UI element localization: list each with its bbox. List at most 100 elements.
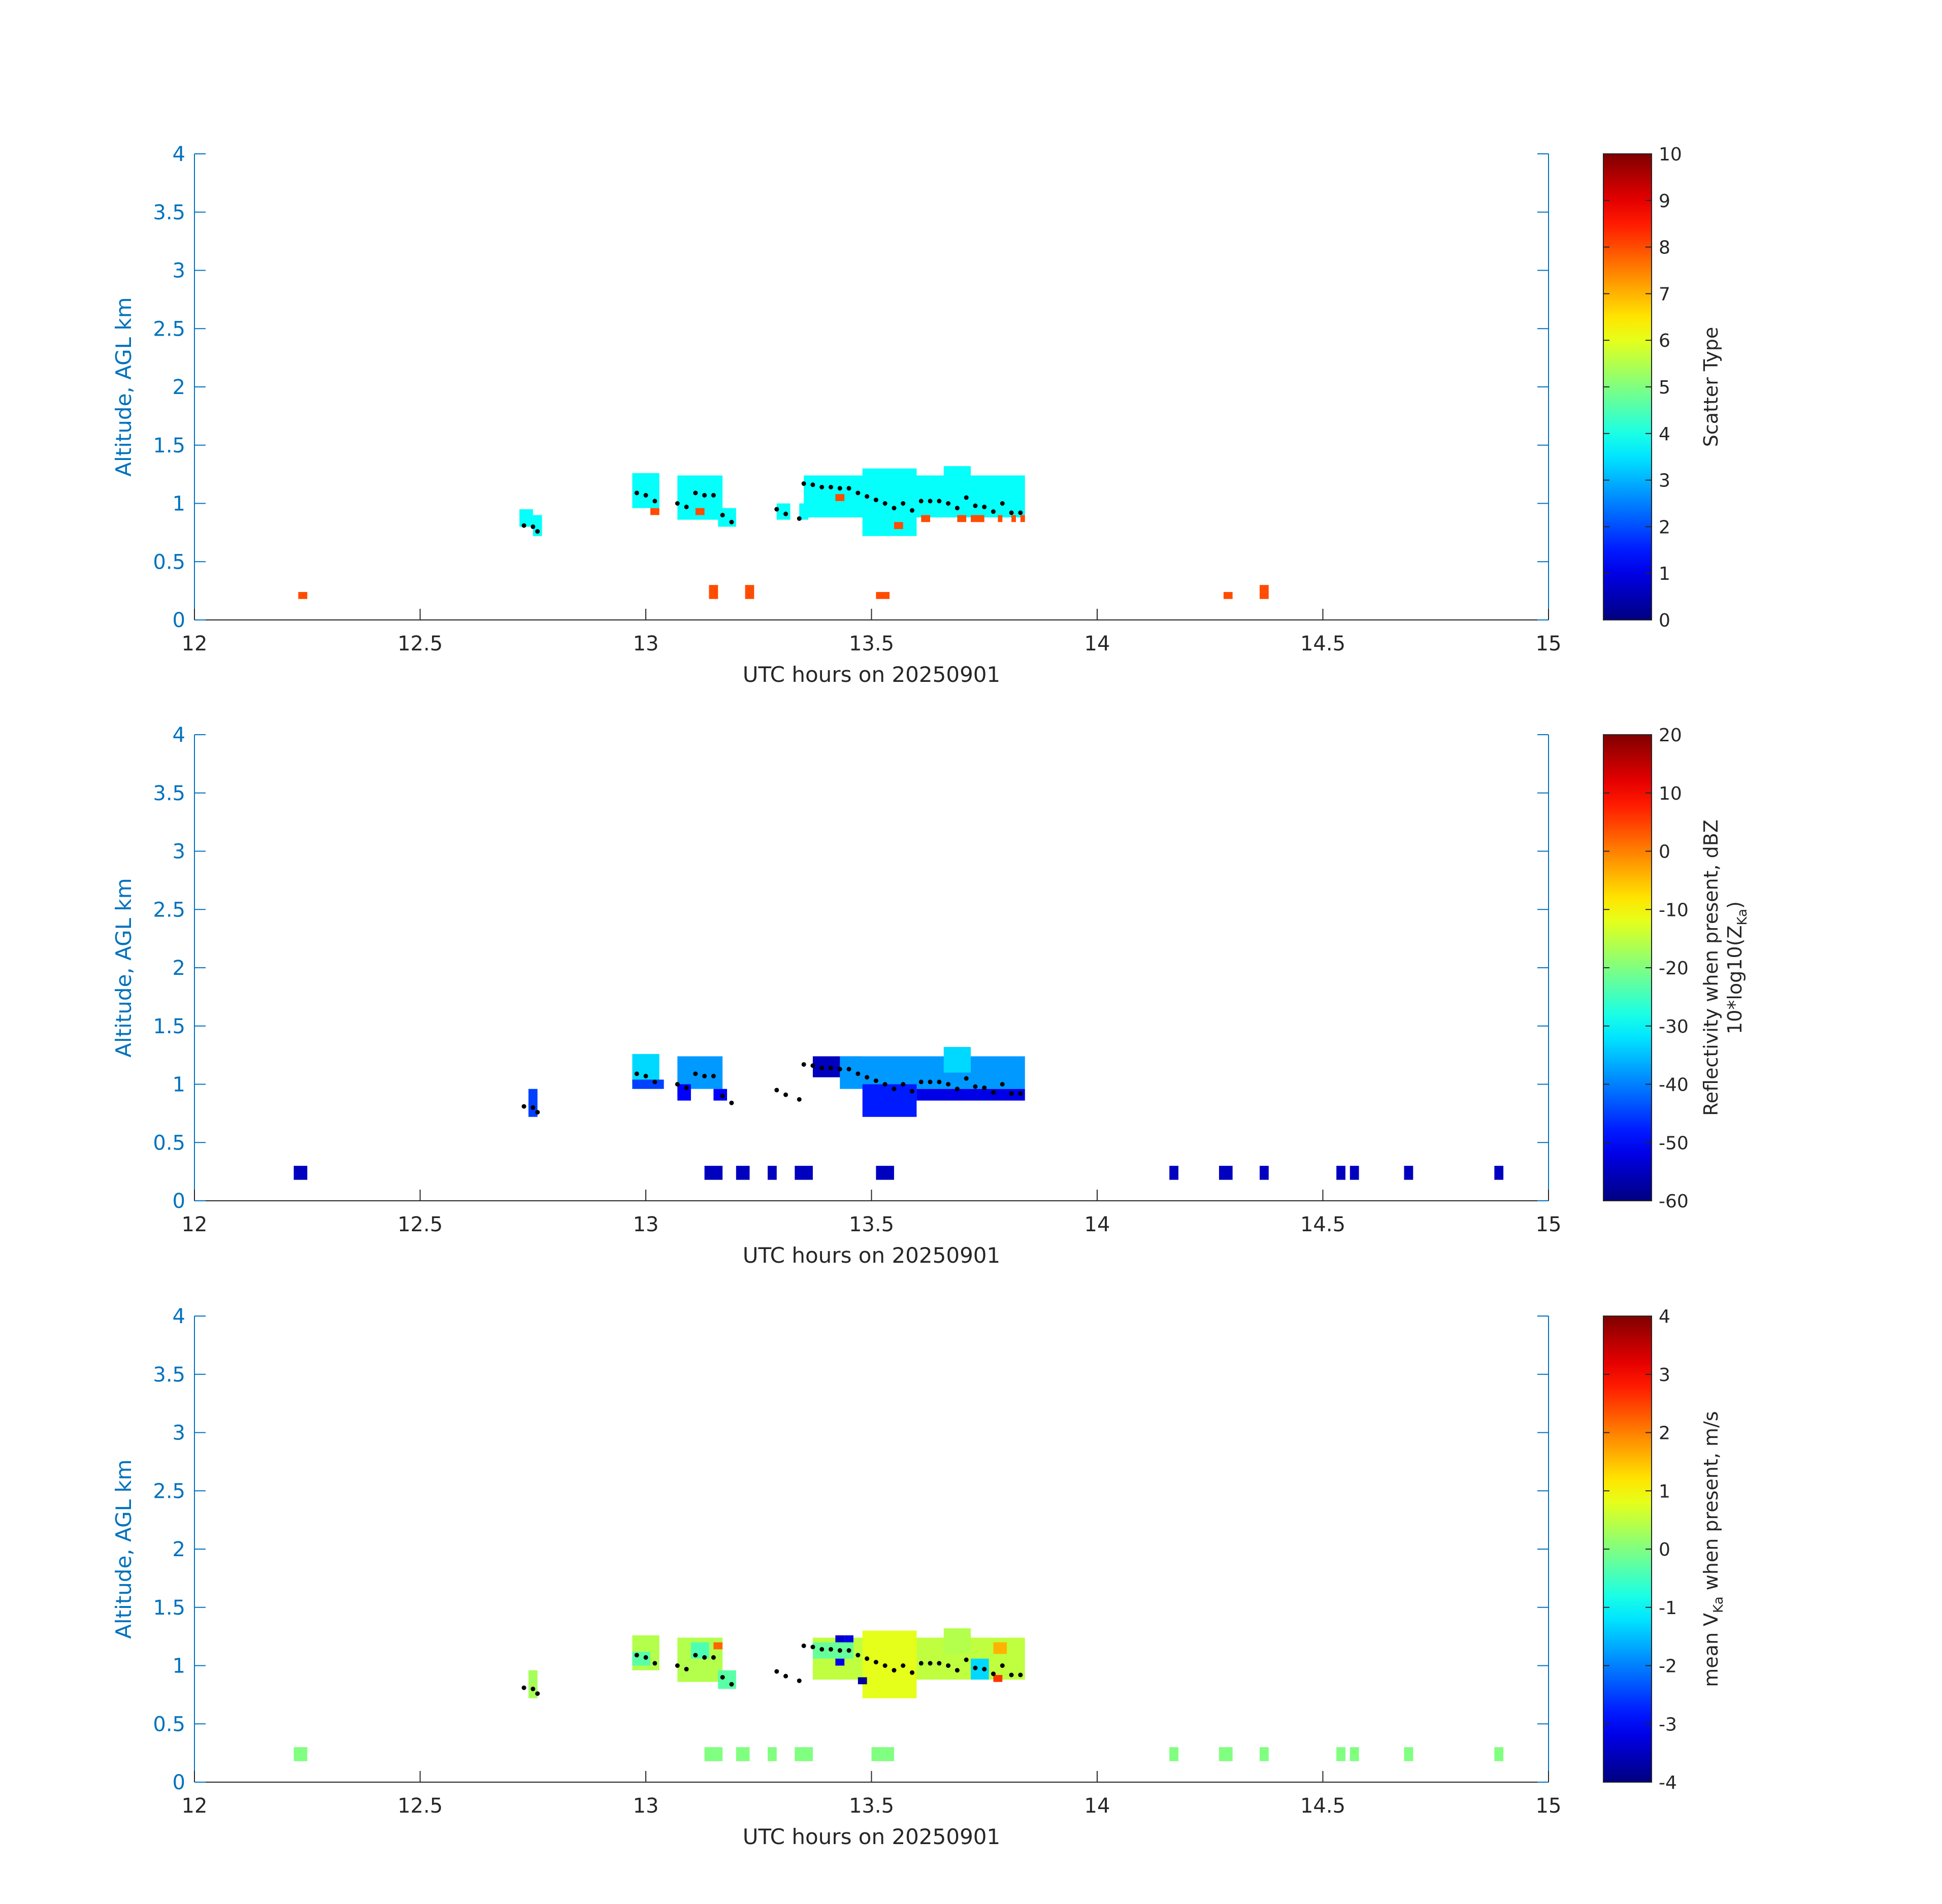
cloud-base-point: [991, 1671, 996, 1677]
heatmap-cell: [650, 508, 660, 515]
cloud-base-point: [964, 495, 969, 500]
cloud-base-point: [901, 501, 906, 506]
colorbar-tick-label: 1: [1659, 564, 1670, 584]
cloud-base-point: [882, 1663, 887, 1668]
heatmap-cell: [835, 1635, 845, 1643]
plot-area: [194, 735, 1549, 1201]
cloud-base-point: [973, 1084, 978, 1089]
heatmap-cell: [528, 1670, 538, 1698]
colorbar: -60 -50 -40 -30 -20 -10 0 10 20 Reflectivity when…: [1603, 725, 1750, 1212]
heatmap-cell: [795, 1166, 813, 1180]
cloud-base-point: [910, 1089, 915, 1094]
cloud-base-point: [729, 1100, 734, 1105]
y-tick-label: 3.5: [153, 201, 185, 224]
heatmap-cell: [533, 515, 542, 536]
x-tick-label: 15: [1536, 632, 1562, 655]
cloud-base-point: [928, 499, 933, 504]
cloud-base-point: [1000, 1663, 1005, 1668]
cloud-base-point: [634, 490, 639, 496]
colorbar-tick-label: 1: [1659, 1481, 1670, 1502]
cloud-base-points: [521, 1062, 1023, 1115]
x-tick-label: 12: [182, 1213, 208, 1236]
y-tick-label: 2: [173, 957, 185, 980]
cloud-base-point: [937, 499, 942, 504]
cloud-base-point: [892, 1087, 897, 1092]
cloud-base-point: [774, 1088, 779, 1093]
cloud-base-point: [901, 1082, 906, 1087]
y-tick-label: 3: [173, 840, 185, 864]
cloud-base-point: [634, 1071, 639, 1076]
cloud-base-point: [774, 507, 779, 512]
cloud-base-point: [684, 1666, 689, 1671]
heatmap-cell: [1494, 1747, 1504, 1761]
cloud-base-point: [1009, 510, 1014, 515]
x-tick-label: 14: [1084, 632, 1110, 655]
heatmap-cells: [293, 1047, 1504, 1180]
heatmap-cell: [844, 1635, 853, 1643]
cloud-base-point: [973, 1665, 978, 1670]
y-tick-label: 1: [173, 1655, 185, 1678]
colorbar-tick-label: 10: [1659, 144, 1682, 165]
x-tick-label: 12.5: [398, 1794, 443, 1818]
cloud-base-point: [873, 498, 878, 503]
heatmap-cell: [957, 515, 967, 522]
y-axis-label: Altitude, AGL km: [111, 297, 136, 476]
heatmap-cell: [1404, 1166, 1413, 1180]
cloud-base-point: [810, 1645, 815, 1650]
heatmap-cell: [677, 1056, 723, 1089]
heatmap-cell: [1349, 1166, 1359, 1180]
colorbar-tick-label: 10: [1659, 783, 1682, 804]
y-tick-label: 1.5: [153, 1015, 185, 1038]
cloud-base-point: [819, 1647, 825, 1652]
y-tick-label: 4: [173, 724, 185, 747]
x-tick-label: 13: [633, 632, 659, 655]
heatmap-cell: [858, 1677, 867, 1685]
cloud-base-point: [819, 1065, 825, 1070]
cloud-base-point: [531, 1105, 536, 1110]
cloud-base-point: [729, 1682, 734, 1687]
x-axis-label: UTC hours on 20250901: [743, 662, 1001, 687]
heatmap-cell: [840, 1056, 1025, 1089]
cloud-base-point: [910, 1670, 915, 1675]
heatmap-cell: [713, 1642, 723, 1650]
heatmap-cell: [718, 1670, 736, 1689]
x-tick-label: 14.5: [1300, 1213, 1345, 1236]
cloud-base-point: [675, 501, 680, 506]
x-axis-label: UTC hours on 20250901: [743, 1824, 1001, 1849]
cloud-base-point: [675, 1082, 680, 1087]
heatmap-cell: [1223, 592, 1233, 599]
cloud-base-point: [855, 1071, 861, 1076]
cloud-base-point: [634, 1653, 639, 1658]
cloud-base-points: [521, 481, 1023, 534]
cloud-base-point: [1018, 510, 1023, 515]
x-tick-label: 14.5: [1300, 1794, 1345, 1818]
colorbar-label-2-main: 10*log10(Z: [1724, 925, 1746, 1034]
heatmap-cell: [1219, 1166, 1233, 1180]
x-tick-label: 13: [633, 1794, 659, 1818]
colorbar-tick-label: -3: [1659, 1714, 1677, 1735]
heatmap-cell: [632, 1079, 664, 1089]
y-tick-label: 3.5: [153, 782, 185, 805]
cloud-base-point: [783, 1092, 788, 1097]
colorbar-tick-label: -30: [1659, 1016, 1689, 1037]
heatmap-cell: [736, 1747, 750, 1761]
colorbar-tick-label: -10: [1659, 900, 1689, 921]
cloud-base-point: [946, 501, 951, 506]
colorbar-tick-label: -60: [1659, 1191, 1689, 1212]
colorbar-gradient: [1603, 735, 1652, 1201]
heatmap-cell: [1260, 1166, 1269, 1180]
heatmap-cell: [894, 522, 903, 529]
heatmap-cell: [709, 585, 718, 599]
heatmap-cell: [736, 1166, 750, 1180]
y-tick-label: 1.5: [153, 1596, 185, 1620]
colorbar-tick-label: 7: [1659, 284, 1670, 305]
heatmap-cell: [862, 1084, 917, 1117]
cloud-base-point: [801, 1643, 806, 1648]
cloud-base-point: [720, 512, 725, 517]
cloud-base-point: [837, 486, 842, 491]
heatmap-cell: [971, 515, 984, 522]
cloud-base-point: [964, 1657, 969, 1662]
heatmap-cell: [1169, 1747, 1179, 1761]
cloud-base-point: [954, 1668, 960, 1673]
